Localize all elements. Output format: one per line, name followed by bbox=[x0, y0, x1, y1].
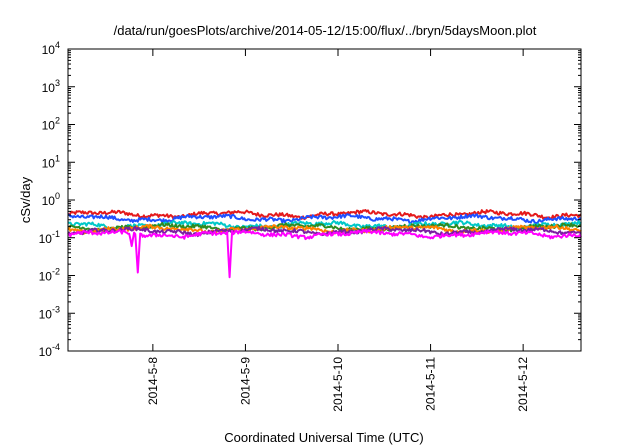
series-line bbox=[67, 213, 582, 225]
y-tick-exponent: 0 bbox=[55, 191, 60, 201]
y-tick-base: 10 bbox=[39, 307, 53, 321]
x-tick-label: 2014-5-8 bbox=[146, 357, 160, 405]
y-tick-label: 10-3 bbox=[39, 304, 60, 321]
chart-title: /data/run/goesPlots/archive/2014-05-12/1… bbox=[114, 23, 537, 38]
y-tick-label: 10-2 bbox=[39, 267, 60, 284]
y-tick-exponent: 1 bbox=[55, 153, 60, 163]
y-tick-label: 102 bbox=[42, 116, 60, 133]
y-tick-exponent: 3 bbox=[55, 78, 60, 88]
y-tick-label: 10-4 bbox=[39, 342, 60, 359]
plot-frame bbox=[67, 48, 582, 352]
y-tick-label: 10-1 bbox=[39, 229, 60, 246]
y-tick-exponent: -4 bbox=[52, 342, 60, 352]
y-tick-base: 10 bbox=[39, 232, 53, 246]
y-tick-base: 10 bbox=[42, 43, 56, 57]
y-tick-label: 104 bbox=[42, 40, 60, 57]
y-tick-base: 10 bbox=[42, 81, 56, 95]
y-tick-base: 10 bbox=[42, 194, 56, 208]
x-axis-label: Coordinated Universal Time (UTC) bbox=[224, 430, 423, 445]
y-tick-base: 10 bbox=[42, 156, 56, 170]
y-tick-base: 10 bbox=[39, 270, 53, 284]
y-tick-label: 101 bbox=[42, 153, 60, 170]
y-tick-exponent: 4 bbox=[55, 40, 60, 50]
x-tick-label: 2014-5-12 bbox=[516, 357, 530, 412]
y-axis-label: cSv/day bbox=[18, 176, 33, 223]
y-tick-exponent: -3 bbox=[52, 304, 60, 314]
series-layer bbox=[67, 209, 582, 279]
y-tick-base: 10 bbox=[42, 119, 56, 133]
y-tick-label: 100 bbox=[42, 191, 60, 208]
series-line bbox=[67, 209, 582, 221]
x-axis: 2014-5-8 2014-5-9 2014-5-10 2014-5-11 2014-5… bbox=[146, 49, 530, 412]
x-tick-label: 2014-5-10 bbox=[331, 357, 345, 412]
y-tick-exponent: -1 bbox=[52, 229, 60, 239]
y-tick-exponent: 2 bbox=[55, 116, 60, 126]
x-tick-label: 2014-5-9 bbox=[238, 357, 252, 405]
series-line bbox=[67, 228, 582, 279]
y-tick-label: 103 bbox=[42, 78, 60, 95]
y-tick-exponent: -2 bbox=[52, 267, 60, 277]
x-tick-label: 2014-5-11 bbox=[424, 357, 438, 411]
y-tick-base: 10 bbox=[39, 345, 53, 359]
